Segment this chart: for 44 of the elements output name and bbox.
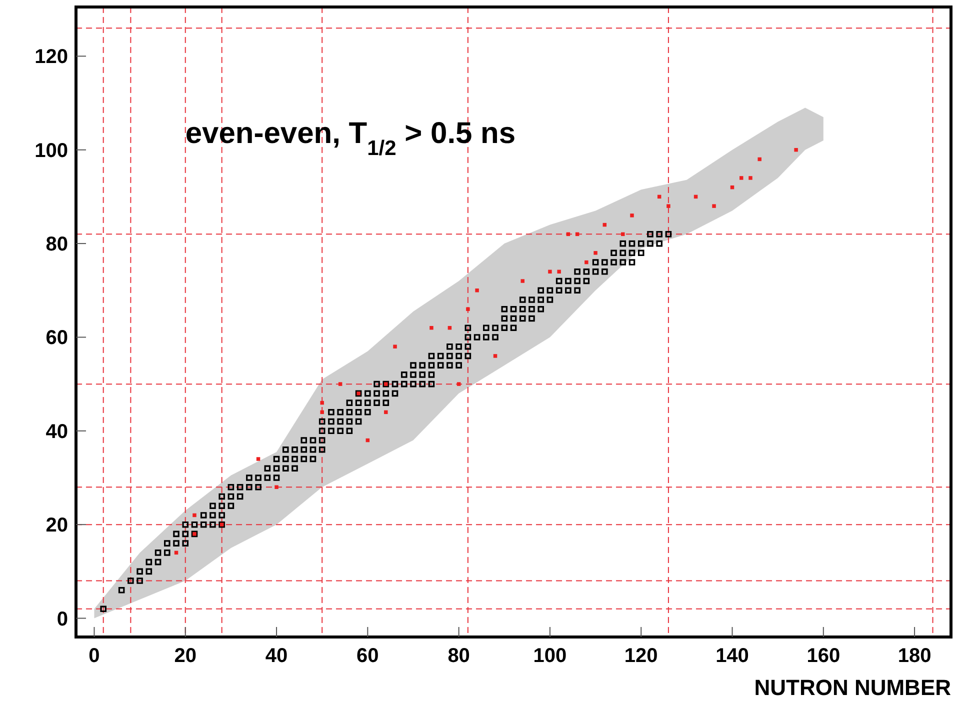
point bbox=[384, 410, 388, 414]
x-tick-label: 0 bbox=[88, 645, 100, 667]
point bbox=[338, 382, 342, 386]
point bbox=[594, 251, 598, 255]
point bbox=[520, 279, 524, 283]
x-tick-label: 160 bbox=[806, 645, 840, 667]
point bbox=[466, 307, 470, 311]
point bbox=[548, 270, 552, 274]
point bbox=[493, 354, 498, 358]
point bbox=[712, 204, 716, 208]
point bbox=[256, 457, 260, 461]
y-tick-label: 120 bbox=[34, 46, 68, 68]
point bbox=[475, 288, 479, 292]
x-tick-label: 100 bbox=[533, 645, 567, 667]
point bbox=[739, 176, 744, 180]
point bbox=[430, 326, 434, 330]
y-tick-label: 100 bbox=[34, 140, 68, 162]
x-axis-title: NUTRON NUMBER bbox=[754, 675, 952, 700]
x-tick-label: 120 bbox=[624, 645, 658, 667]
y-tick-label: 60 bbox=[46, 327, 68, 350]
x-tick-label: 40 bbox=[265, 645, 288, 667]
y-tick-label: 40 bbox=[46, 420, 68, 443]
point bbox=[320, 400, 324, 405]
point bbox=[320, 410, 324, 414]
point bbox=[758, 157, 762, 162]
point bbox=[584, 260, 588, 264]
x-tick-label: 140 bbox=[716, 645, 749, 667]
point bbox=[274, 485, 278, 489]
point bbox=[794, 148, 798, 152]
point bbox=[748, 176, 752, 180]
y-tick-label: 0 bbox=[56, 608, 68, 630]
y-tick-label: 20 bbox=[46, 514, 68, 537]
x-tick-label: 20 bbox=[174, 645, 196, 667]
x-tick-label: 80 bbox=[448, 645, 470, 667]
point bbox=[456, 382, 461, 386]
point bbox=[666, 204, 670, 208]
point bbox=[393, 344, 397, 348]
point bbox=[630, 214, 634, 218]
point bbox=[192, 513, 196, 518]
x-tick-label: 180 bbox=[898, 645, 932, 667]
point bbox=[557, 270, 561, 274]
x-tick-label: 60 bbox=[356, 645, 379, 667]
annotation: even-even, T$_{1/2}$ > 0.5 ns bbox=[185, 116, 516, 160]
y-tick-label: 80 bbox=[46, 234, 68, 256]
